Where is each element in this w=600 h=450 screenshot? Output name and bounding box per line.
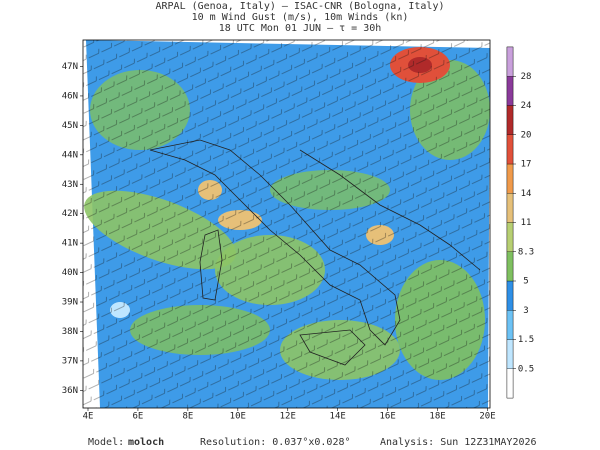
colorbar-band	[506, 222, 514, 252]
header-line: 18 UTC Mon 01 JUN — τ = 30h	[219, 23, 382, 34]
lat-tick-label: 43N	[62, 180, 78, 190]
colorbar-band	[506, 251, 514, 282]
colorbar-label: 3	[523, 306, 528, 316]
lat-tick-label: 41N	[62, 239, 78, 249]
map-axes: 36N 37N 38N 39N 40N 41N 42N 43N 44N 45N 46N 47N 4E 6E…	[62, 62, 496, 422]
footer-resolution: Resolution: 0.037°x0.028°	[200, 437, 351, 448]
lon-tick-label: 20E	[479, 412, 495, 422]
lat-tick-label: 36N	[62, 386, 78, 396]
lon-tick-label: 12E	[280, 412, 296, 422]
colorbar-label: 11	[521, 218, 532, 228]
colorbar-label: 0.5	[518, 364, 534, 374]
footer-label: Model:	[88, 437, 124, 448]
map-frame	[82, 39, 491, 409]
lat-tick-label: 46N	[62, 91, 78, 101]
colorbar-band	[506, 339, 514, 369]
lat-tick-label: 45N	[62, 121, 78, 131]
header-line: 10 m Wind Gust (m/s), 10m Winds (kn)	[192, 12, 409, 23]
colorbar-label: 5	[523, 277, 528, 287]
colorbar-label: 24	[521, 101, 532, 111]
colorbar-band	[506, 280, 514, 311]
colorbar-label: 17	[521, 160, 532, 170]
lon-tick-label: 14E	[330, 412, 346, 422]
lon-tick-label: 18E	[429, 412, 445, 422]
footer-model: moloch	[128, 437, 164, 448]
colorbar-band	[506, 46, 514, 77]
colorbar-label: 14	[521, 189, 532, 199]
colorbar-band	[506, 193, 514, 223]
colorbar-band	[506, 163, 514, 194]
colorbar-band	[506, 134, 514, 165]
lat-tick-label: 39N	[62, 298, 78, 308]
lat-tick-label: 40N	[62, 268, 78, 278]
lon-tick-label: 6E	[133, 412, 144, 422]
lat-tick-label: 47N	[62, 62, 78, 72]
lon-tick-label: 16E	[379, 412, 395, 422]
colorbar-label: 28	[521, 72, 532, 82]
lon-tick-label: 10E	[230, 412, 246, 422]
colorbar-band	[506, 310, 514, 340]
lat-tick-label: 42N	[62, 209, 78, 219]
lat-tick-label: 38N	[62, 327, 78, 337]
wind-barbs	[83, 40, 490, 408]
colorbar-band	[506, 368, 514, 399]
colorbar-label: 1.5	[518, 335, 534, 345]
lat-tick-label: 37N	[62, 356, 78, 366]
footer-analysis: Analysis: Sun 12Z31MAY2026	[380, 437, 537, 448]
lon-tick-label: 4E	[83, 412, 94, 422]
header-line: ARPAL (Genoa, Italy) — ISAC-CNR (Bologna…	[156, 1, 445, 12]
map-field	[83, 40, 490, 408]
lat-tick-label: 44N	[62, 150, 78, 160]
lon-tick-label: 8E	[182, 412, 193, 422]
colorbar: 0.5 1.5 3 5 8.3 11 14 17 20 24 28	[506, 46, 534, 399]
colorbar-band	[506, 76, 514, 106]
colorbar-label: 8.3	[518, 247, 534, 257]
colorbar-label: 20	[521, 130, 532, 140]
colorbar-band	[506, 105, 514, 135]
